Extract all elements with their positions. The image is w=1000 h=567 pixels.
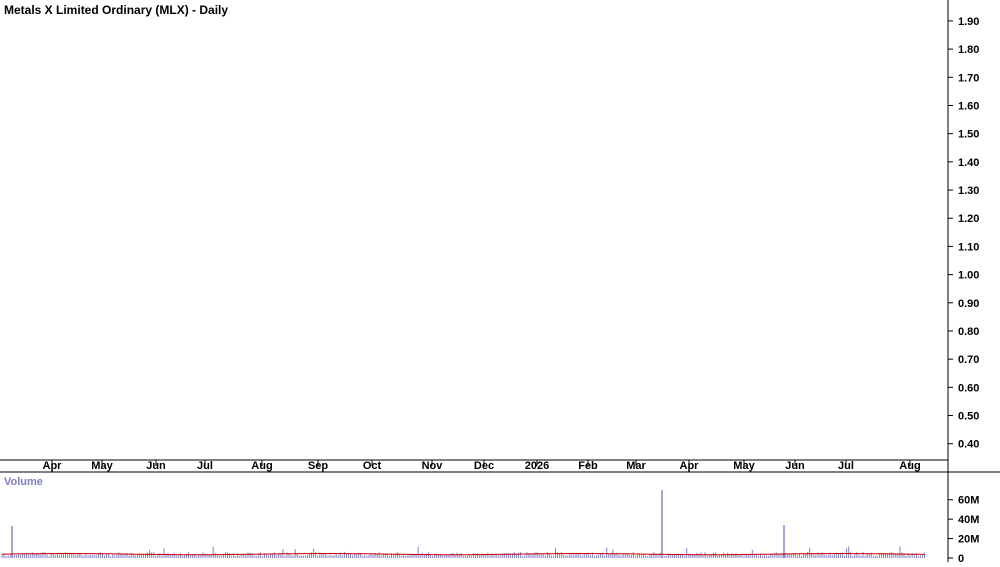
x-tick-label: Dec xyxy=(474,460,494,472)
x-tick-label: Aug xyxy=(899,460,920,472)
y-tick-label: 1.10 xyxy=(958,241,979,253)
chart-title: Metals X Limited Ordinary (MLX) - Daily xyxy=(4,3,228,17)
x-tick-label: Sep xyxy=(308,460,328,472)
x-tick-label: May xyxy=(91,460,113,472)
y-tick-label: 1.70 xyxy=(958,72,979,84)
price-plot-area xyxy=(0,0,948,460)
x-tick-label: Jul xyxy=(838,460,854,472)
volume-ma-line xyxy=(2,553,925,556)
y-tick-label: 0.60 xyxy=(958,382,979,394)
vol-y-tick-label: 60M xyxy=(958,495,979,507)
y-tick-label: 1.80 xyxy=(958,44,979,56)
x-tick-label: Jun xyxy=(146,460,166,472)
y-tick-label: 0.80 xyxy=(958,326,979,338)
x-tick-label: Apr xyxy=(43,460,63,472)
x-tick-label: Jun xyxy=(785,460,805,472)
x-tick-label: Oct xyxy=(363,460,382,472)
x-tick-label: Feb xyxy=(578,460,598,472)
y-tick-label: 1.00 xyxy=(958,270,979,282)
y-tick-label: 1.50 xyxy=(958,129,979,141)
vol-y-tick-label: 20M xyxy=(958,534,979,546)
y-tick-label: 0.50 xyxy=(958,411,979,423)
vol-y-tick-label: 40M xyxy=(958,514,979,526)
x-tick-label: Jul xyxy=(197,460,213,472)
y-tick-label: 0.90 xyxy=(958,298,979,310)
x-tick-label: Nov xyxy=(422,460,444,472)
y-tick-label: 1.90 xyxy=(958,16,979,28)
y-tick-label: 1.60 xyxy=(958,100,979,112)
y-tick-label: 0.70 xyxy=(958,354,979,366)
volume-title: Volume xyxy=(4,476,43,488)
x-tick-label: 2026 xyxy=(525,460,549,472)
x-tick-label: May xyxy=(733,460,755,472)
volume-panel xyxy=(1,490,925,558)
y-tick-label: 1.20 xyxy=(958,213,979,225)
x-tick-label: Aug xyxy=(251,460,272,472)
y-tick-label: 1.40 xyxy=(958,157,979,169)
x-tick-label: Mar xyxy=(626,460,646,472)
vol-y-tick-label: 0 xyxy=(958,553,964,562)
y-tick-label: 0.40 xyxy=(958,439,979,451)
y-tick-label: 1.30 xyxy=(958,185,979,197)
x-tick-label: Apr xyxy=(680,460,700,472)
